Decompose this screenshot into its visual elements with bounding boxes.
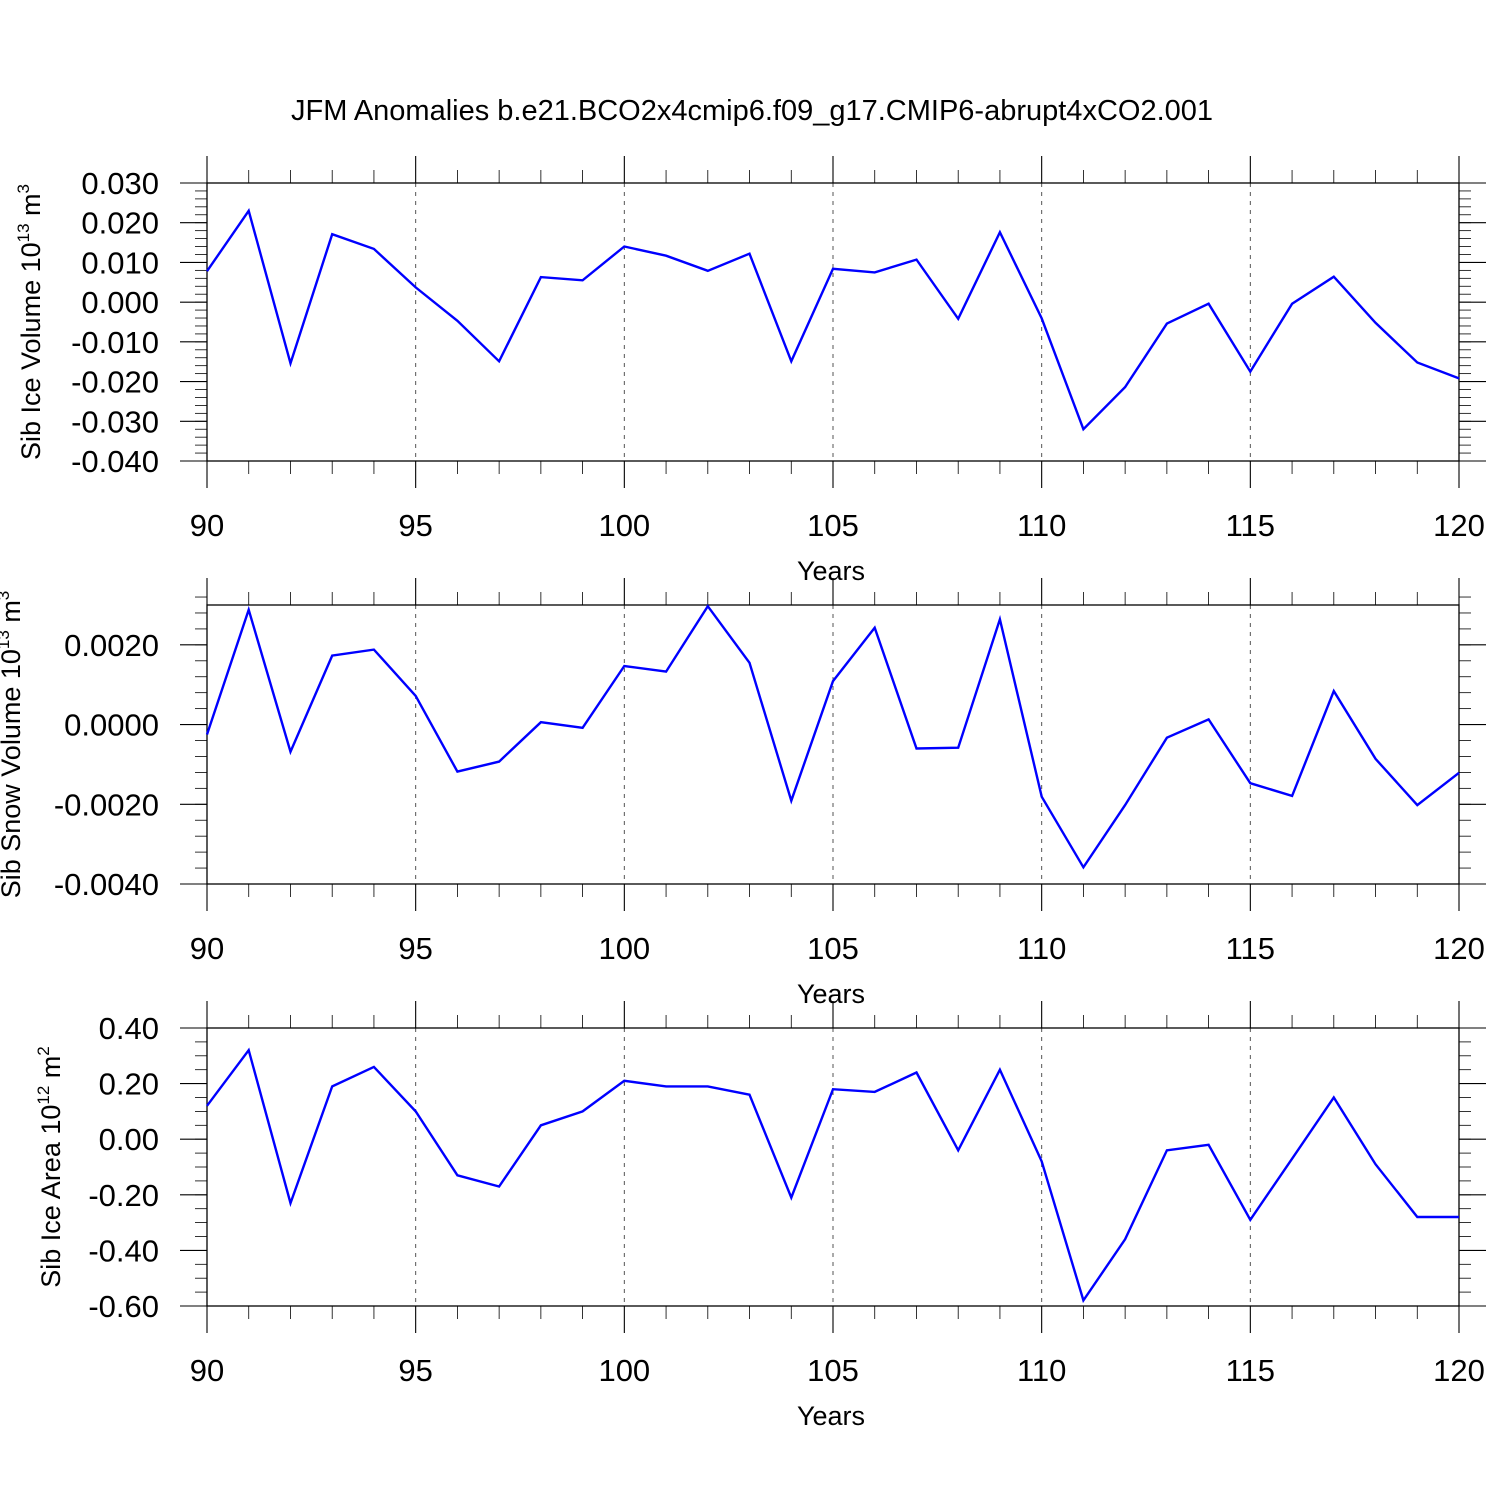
y-tick-label: -0.60	[88, 1289, 159, 1324]
y-tick-label: -0.020	[71, 365, 159, 400]
y-tick-label: -0.0040	[54, 867, 159, 902]
y-axis-title-main: Sib Ice Volume 10	[16, 242, 46, 460]
x-axis-title: Years	[797, 979, 865, 1009]
y-axis-title-unit-exponent: 3	[14, 184, 33, 193]
x-tick-label: 110	[1017, 508, 1066, 543]
y-axis-title-exponent: 13	[0, 630, 13, 649]
x-tick-label: 90	[190, 1353, 224, 1388]
x-tick-label: 105	[807, 508, 859, 543]
x-tick-label: 95	[398, 508, 432, 543]
y-tick-label: 0.20	[99, 1067, 159, 1102]
y-tick-label: -0.40	[88, 1233, 159, 1268]
y-tick-label: -0.20	[88, 1178, 159, 1213]
y-tick-label: -0.030	[71, 404, 159, 439]
x-tick-label: 90	[190, 931, 224, 966]
y-tick-label: 0.40	[99, 1011, 159, 1046]
y-axis-title-exponent: 13	[14, 223, 33, 242]
y-axis-title-main: Sib Ice Area 10	[36, 1105, 66, 1288]
y-axis-title: Sib Ice Volume 1013 m3	[14, 184, 46, 460]
x-tick-label: 105	[807, 931, 859, 966]
x-tick-label: 120	[1433, 508, 1485, 543]
x-tick-label: 100	[598, 508, 650, 543]
x-axis-title: Years	[797, 556, 865, 586]
x-tick-label: 115	[1226, 508, 1275, 543]
y-tick-label: 0.000	[81, 285, 159, 320]
y-tick-label: 0.0020	[64, 628, 159, 663]
y-axis-title-unit: m	[16, 193, 46, 223]
y-tick-label: 0.020	[81, 206, 159, 241]
y-tick-label: 0.030	[81, 166, 159, 201]
x-tick-label: 95	[398, 1353, 432, 1388]
y-axis-title-unit-exponent: 3	[0, 591, 13, 600]
y-axis-title: Sib Snow Volume 1013 m3	[0, 591, 26, 899]
x-tick-label: 90	[190, 508, 224, 543]
x-tick-label: 120	[1433, 931, 1485, 966]
x-tick-label: 100	[598, 931, 650, 966]
y-axis-title: Sib Ice Area 1012 m2	[34, 1046, 66, 1288]
y-axis-title-unit-exponent: 2	[34, 1046, 53, 1055]
y-tick-label: -0.040	[71, 444, 159, 479]
y-tick-label: 0.00	[99, 1122, 159, 1157]
x-tick-label: 115	[1226, 931, 1275, 966]
y-tick-label: -0.0020	[54, 787, 159, 822]
y-axis-title-unit: m	[0, 600, 26, 630]
chart-panel-2: 90 95 100 105 110 115 120 0.0020 0.0000 -0.0020 -0…	[0, 578, 1486, 1009]
figure-title: JFM Anomalies b.e21.BCO2x4cmip6.f09_g17.…	[291, 95, 1213, 127]
y-tick-label: 0.0000	[64, 708, 159, 743]
x-tick-label: 100	[598, 1353, 650, 1388]
y-axis-title-main: Sib Snow Volume 10	[0, 649, 26, 898]
x-tick-label: 110	[1017, 931, 1066, 966]
y-axis-title-exponent: 12	[34, 1086, 53, 1105]
data-series-line	[206, 1047, 1459, 1304]
data-series-line	[206, 207, 1460, 432]
y-axis-title-unit: m	[36, 1056, 66, 1086]
chart-panels: 90 95 100 105 110 115 120 0.030 0.020 0.010 0.000 -…	[0, 156, 1486, 1431]
chart-panel-3: 90 95 100 105 110 115 120 0.40 0.20 0.00 -0.20 -0.4…	[34, 1001, 1486, 1431]
x-tick-label: 120	[1433, 1353, 1485, 1388]
x-axis-title: Years	[797, 1401, 865, 1431]
y-tick-label: 0.010	[81, 245, 159, 280]
x-tick-label: 115	[1226, 1353, 1275, 1388]
x-tick-label: 95	[398, 931, 432, 966]
data-series-line	[205, 604, 1460, 870]
y-tick-label: -0.010	[71, 325, 159, 360]
x-tick-label: 110	[1017, 1353, 1066, 1388]
x-tick-label: 105	[807, 1353, 859, 1388]
chart-panel-1: 90 95 100 105 110 115 120 0.030 0.020 0.010 0.000 -…	[14, 156, 1486, 586]
